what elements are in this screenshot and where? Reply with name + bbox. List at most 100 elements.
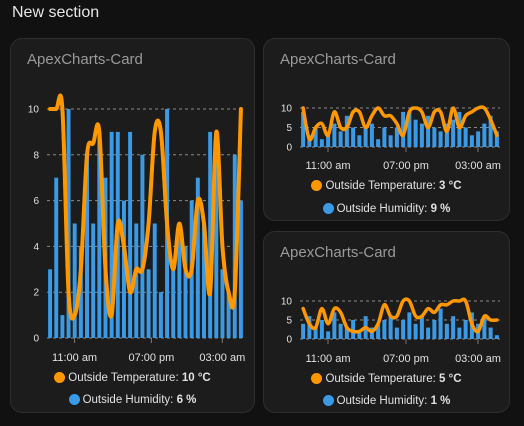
humidity-bar	[344, 327, 349, 339]
card-title: ApexCharts-Card	[27, 51, 143, 68]
humidity-bar	[109, 131, 114, 338]
temperature-legend-marker	[311, 373, 323, 384]
humidity-bar	[214, 154, 219, 338]
legend-humidity[interactable]: Outside Humidity: 6 %	[11, 394, 254, 406]
humidity-bar	[226, 292, 231, 338]
y-tick-label: 6	[33, 196, 39, 207]
humidity-bar	[432, 320, 437, 339]
humidity-bar	[382, 320, 387, 339]
y-tick-label: 4	[33, 242, 39, 253]
humidity-bar	[152, 223, 157, 338]
humidity-bar	[91, 223, 96, 338]
humidity-bar	[140, 154, 145, 338]
humidity-bar	[413, 119, 418, 147]
chart-svg: 0 2 4 6 8 10 11:00 am 07:00 pm 03:00 am	[28, 93, 245, 364]
x-tick-label: 07:00 pm	[128, 352, 174, 364]
legend-temperature[interactable]: Outside Temperature: 10 °C	[11, 372, 254, 384]
humidity-bar	[220, 269, 225, 338]
humidity-bar	[238, 200, 243, 338]
humidity-bar	[319, 320, 324, 339]
humidity-bar	[128, 131, 133, 338]
chart-card-top-right: ApexCharts-Card 0 5 10 11:00 am 07:00 pm 03:0…	[263, 38, 510, 221]
humidity-bar	[301, 111, 306, 147]
humidity-bar	[388, 316, 393, 339]
humidity-bar	[394, 127, 399, 147]
humidity-bar	[488, 327, 493, 339]
humidity-bar	[208, 131, 213, 338]
humidity-bar	[202, 223, 206, 338]
section-title: New section	[12, 4, 100, 21]
humidity-bar	[72, 223, 77, 338]
humidity-bar	[158, 292, 163, 338]
humidity-bar	[357, 135, 362, 147]
x-tick-label: 07:00 pm	[383, 160, 429, 172]
chart-card-bottom-right: ApexCharts-Card 0 5 10 11:00 am 07:00 pm 03:0…	[263, 231, 510, 413]
legend-humidity[interactable]: Outside Humidity: 1 %	[264, 395, 509, 407]
humidity-bar	[363, 127, 368, 147]
y-tick-label: 8	[33, 150, 39, 161]
legend-temperature[interactable]: Outside Temperature: 3 °C	[264, 180, 509, 192]
humidity-bar	[326, 331, 331, 339]
humidity-legend-marker	[322, 203, 334, 214]
humidity-bar	[171, 269, 176, 338]
x-tick-label: 11:00 am	[305, 160, 350, 172]
humidity-bar	[401, 320, 406, 339]
x-tick-label: 07:00 pm	[383, 353, 429, 365]
legend-humidity-name: Outside Humidity:	[336, 395, 428, 407]
legend-humidity[interactable]: Outside Humidity: 9 %	[264, 203, 509, 215]
humidity-bar	[382, 127, 387, 147]
card-title: ApexCharts-Card	[280, 51, 396, 68]
legend-humidity-name: Outside Humidity:	[82, 394, 174, 406]
humidity-bar	[426, 327, 431, 339]
humidity-bar	[134, 223, 139, 338]
humidity-bar	[307, 316, 312, 339]
legend-humidity-value: 1 %	[430, 395, 451, 407]
y-tick-label: 2	[33, 288, 39, 299]
humidity-bar	[482, 316, 487, 339]
humidity-bar	[419, 316, 424, 339]
y-tick-label: 10	[28, 105, 40, 116]
humidity-bar	[301, 323, 306, 339]
humidity-bar	[463, 127, 468, 147]
humidity-bar	[357, 331, 362, 339]
y-tick-label: 0	[33, 334, 39, 345]
legend-temperature-name: Outside Temperature:	[325, 180, 436, 192]
humidity-bar	[369, 327, 374, 339]
temperature-line	[301, 297, 499, 334]
y-tick-label: 5	[286, 316, 292, 327]
temperature-legend-marker	[311, 180, 323, 191]
humidity-bar	[476, 131, 481, 147]
humidity-bar	[488, 115, 493, 147]
humidity-bar	[146, 269, 151, 338]
humidity-bar	[121, 200, 126, 338]
legend-humidity-value: 6 %	[176, 394, 197, 406]
humidity-bar	[376, 323, 381, 339]
legend-temperature-value: 10 °C	[181, 372, 211, 384]
humidity-bar	[60, 315, 65, 338]
humidity-bar	[394, 327, 399, 339]
temperature-line	[48, 93, 243, 321]
humidity-bar	[451, 316, 456, 339]
card-title: ApexCharts-Card	[280, 244, 396, 261]
humidity-bar	[332, 312, 337, 339]
x-tick-label: 03:00 am	[199, 352, 245, 364]
humidity-bar	[183, 246, 188, 338]
humidity-bar	[319, 139, 324, 147]
humidity-legend-marker	[322, 395, 334, 406]
legend-temperature[interactable]: Outside Temperature: 5 °C	[264, 373, 509, 385]
legend-temperature-value: 3 °C	[439, 180, 462, 192]
chart-svg: 0 5 10 11:00 am 07:00 pm 03:00 am	[281, 104, 501, 173]
humidity-bar	[177, 223, 182, 338]
x-tick-label: 03:00 am	[455, 353, 501, 365]
y-tick-label: 0	[286, 335, 292, 346]
humidity-bar	[195, 177, 200, 338]
humidity-bar	[344, 115, 349, 147]
y-tick-label: 5	[286, 123, 292, 134]
humidity-bar	[426, 115, 431, 147]
humidity-bar	[438, 131, 443, 147]
humidity-bar	[332, 123, 337, 147]
humidity-bar	[444, 123, 449, 147]
humidity-bar	[407, 312, 412, 339]
humidity-bar	[413, 323, 418, 339]
x-tick-label: 11:00 am	[52, 352, 97, 364]
